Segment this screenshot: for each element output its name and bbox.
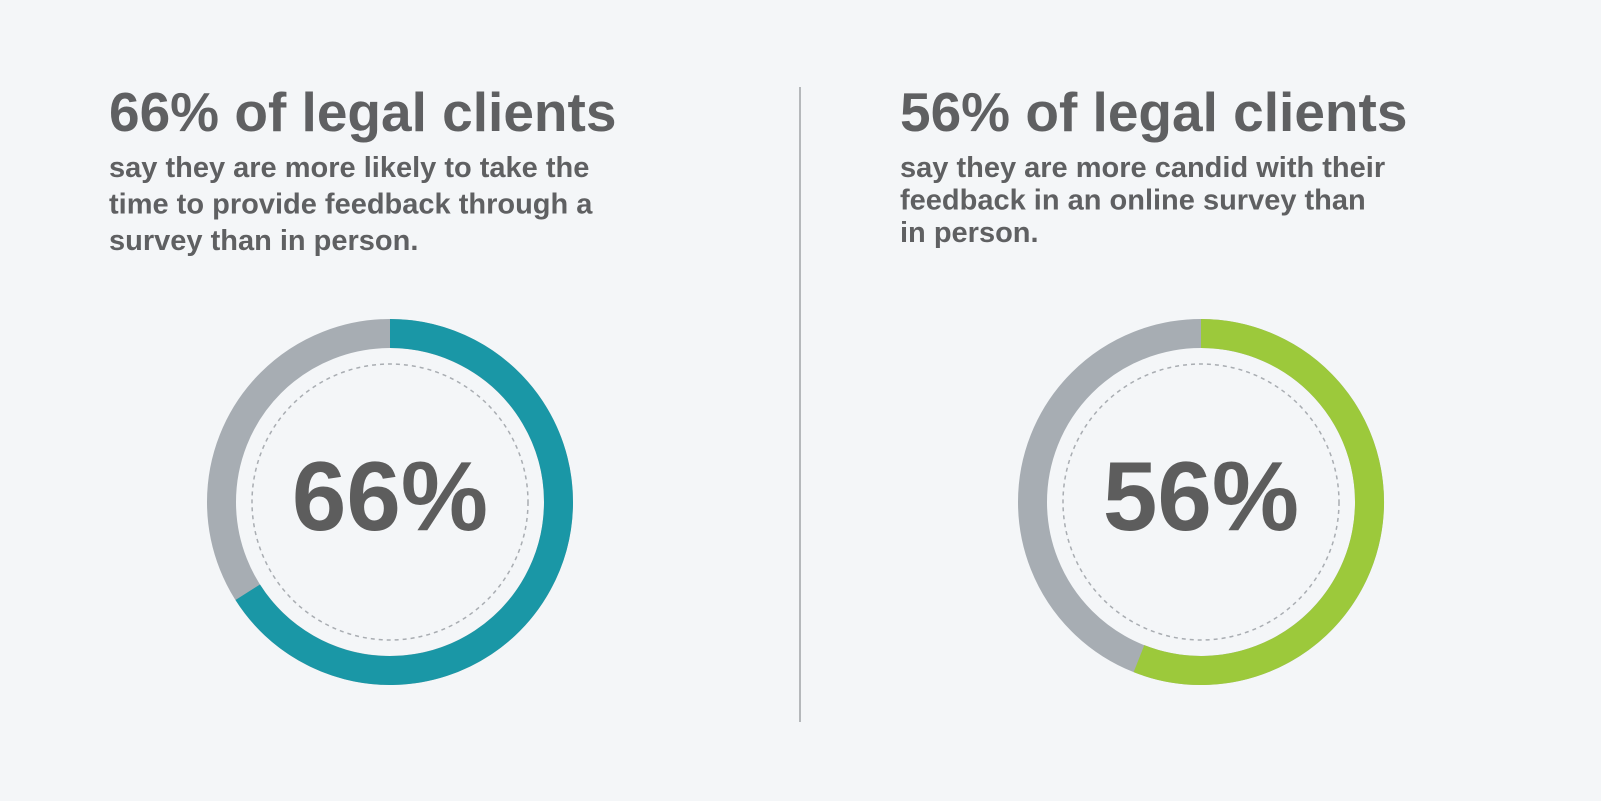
- stat-description: time to provide feedback through a: [109, 189, 593, 221]
- stat-title: 56% of legal clients: [900, 81, 1407, 143]
- donut-arc: [1133, 319, 1384, 685]
- stat-description: feedback in an online survey than: [900, 185, 1366, 217]
- center-value-label: 66%: [292, 441, 488, 551]
- center-value-label: 56%: [1103, 441, 1299, 551]
- stat-title: 66% of legal clients: [109, 81, 616, 143]
- donut-arc: [235, 319, 573, 685]
- stat-description: in person.: [900, 217, 1039, 249]
- dashed-ring: [1062, 363, 1340, 641]
- stat-description: say they are more candid with their: [900, 152, 1385, 184]
- stat-description: say they are more likely to take the: [109, 152, 589, 184]
- stat-description: survey than in person.: [109, 225, 418, 257]
- dashed-ring: [251, 363, 529, 641]
